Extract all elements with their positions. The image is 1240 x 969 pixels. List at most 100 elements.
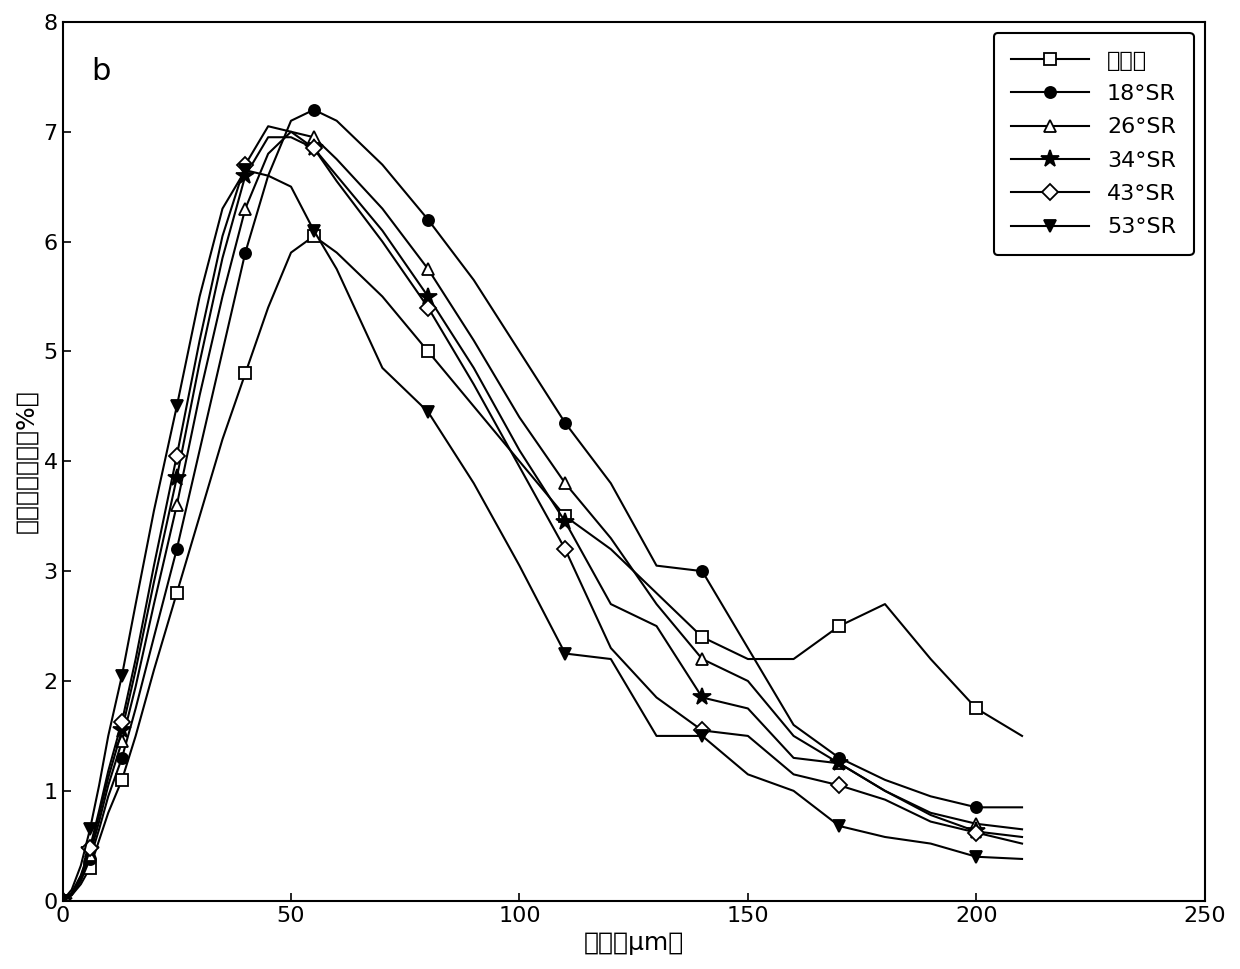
X-axis label: 粒径（μm）: 粒径（μm） bbox=[584, 931, 683, 955]
43°SR bbox=[306, 142, 321, 154]
未打浆 bbox=[73, 879, 88, 891]
53°SR bbox=[786, 785, 801, 797]
34°SR bbox=[306, 142, 321, 154]
53°SR bbox=[64, 884, 79, 895]
26°SR bbox=[924, 807, 939, 819]
Y-axis label: 区间百分含量（%）: 区间百分含量（%） bbox=[14, 390, 38, 533]
43°SR bbox=[128, 653, 143, 665]
26°SR bbox=[64, 889, 79, 900]
53°SR bbox=[694, 730, 709, 741]
未打浆 bbox=[694, 631, 709, 642]
18°SR bbox=[100, 791, 115, 802]
53°SR bbox=[306, 225, 321, 236]
53°SR bbox=[512, 560, 527, 572]
43°SR bbox=[924, 816, 939, 828]
未打浆 bbox=[215, 433, 229, 445]
18°SR bbox=[192, 445, 207, 456]
18°SR bbox=[466, 274, 481, 286]
26°SR bbox=[832, 758, 847, 769]
53°SR bbox=[374, 362, 389, 374]
26°SR bbox=[740, 675, 755, 687]
18°SR bbox=[306, 104, 321, 115]
34°SR bbox=[100, 772, 115, 784]
26°SR bbox=[878, 785, 893, 797]
未打浆 bbox=[83, 861, 98, 873]
43°SR bbox=[832, 779, 847, 791]
18°SR bbox=[604, 478, 619, 489]
26°SR bbox=[694, 653, 709, 665]
43°SR bbox=[374, 235, 389, 247]
18°SR bbox=[170, 544, 185, 555]
53°SR bbox=[420, 406, 435, 418]
18°SR bbox=[968, 801, 983, 813]
43°SR bbox=[192, 334, 207, 346]
43°SR bbox=[604, 642, 619, 654]
43°SR bbox=[260, 120, 275, 132]
43°SR bbox=[420, 301, 435, 313]
34°SR bbox=[878, 785, 893, 797]
26°SR bbox=[466, 334, 481, 346]
34°SR bbox=[832, 758, 847, 769]
43°SR bbox=[73, 869, 88, 881]
53°SR bbox=[215, 203, 229, 214]
53°SR bbox=[83, 824, 98, 835]
未打浆 bbox=[128, 730, 143, 741]
53°SR bbox=[740, 768, 755, 780]
53°SR bbox=[146, 505, 161, 516]
Line: 18°SR: 18°SR bbox=[57, 105, 1028, 906]
未打浆 bbox=[878, 598, 893, 610]
53°SR bbox=[238, 165, 253, 176]
Line: 34°SR: 34°SR bbox=[53, 128, 1032, 910]
未打浆 bbox=[466, 400, 481, 412]
53°SR bbox=[649, 730, 663, 741]
未打浆 bbox=[55, 895, 69, 907]
26°SR bbox=[1014, 824, 1029, 835]
未打浆 bbox=[92, 834, 107, 846]
未打浆 bbox=[420, 346, 435, 358]
34°SR bbox=[260, 132, 275, 143]
26°SR bbox=[83, 849, 98, 860]
18°SR bbox=[128, 703, 143, 714]
26°SR bbox=[786, 730, 801, 741]
43°SR bbox=[968, 827, 983, 838]
34°SR bbox=[330, 170, 345, 181]
26°SR bbox=[306, 132, 321, 143]
43°SR bbox=[786, 768, 801, 780]
53°SR bbox=[55, 895, 69, 907]
26°SR bbox=[968, 818, 983, 829]
43°SR bbox=[114, 716, 129, 728]
18°SR bbox=[55, 895, 69, 907]
未打浆 bbox=[100, 807, 115, 819]
43°SR bbox=[215, 231, 229, 242]
34°SR bbox=[284, 132, 299, 143]
18°SR bbox=[73, 875, 88, 887]
43°SR bbox=[512, 461, 527, 473]
18°SR bbox=[374, 159, 389, 171]
43°SR bbox=[330, 175, 345, 187]
18°SR bbox=[114, 752, 129, 764]
34°SR bbox=[968, 826, 983, 837]
26°SR bbox=[128, 680, 143, 692]
26°SR bbox=[73, 873, 88, 885]
18°SR bbox=[924, 791, 939, 802]
26°SR bbox=[114, 735, 129, 747]
53°SR bbox=[192, 291, 207, 302]
26°SR bbox=[284, 126, 299, 138]
53°SR bbox=[128, 598, 143, 610]
18°SR bbox=[260, 170, 275, 181]
34°SR bbox=[786, 752, 801, 764]
43°SR bbox=[83, 842, 98, 854]
18°SR bbox=[420, 214, 435, 226]
18°SR bbox=[1014, 801, 1029, 813]
未打浆 bbox=[260, 301, 275, 313]
53°SR bbox=[114, 670, 129, 681]
26°SR bbox=[374, 203, 389, 214]
未打浆 bbox=[170, 587, 185, 599]
53°SR bbox=[968, 851, 983, 862]
53°SR bbox=[330, 264, 345, 275]
26°SR bbox=[330, 153, 345, 165]
18°SR bbox=[558, 417, 573, 428]
26°SR bbox=[604, 532, 619, 544]
未打浆 bbox=[604, 544, 619, 555]
53°SR bbox=[558, 647, 573, 659]
